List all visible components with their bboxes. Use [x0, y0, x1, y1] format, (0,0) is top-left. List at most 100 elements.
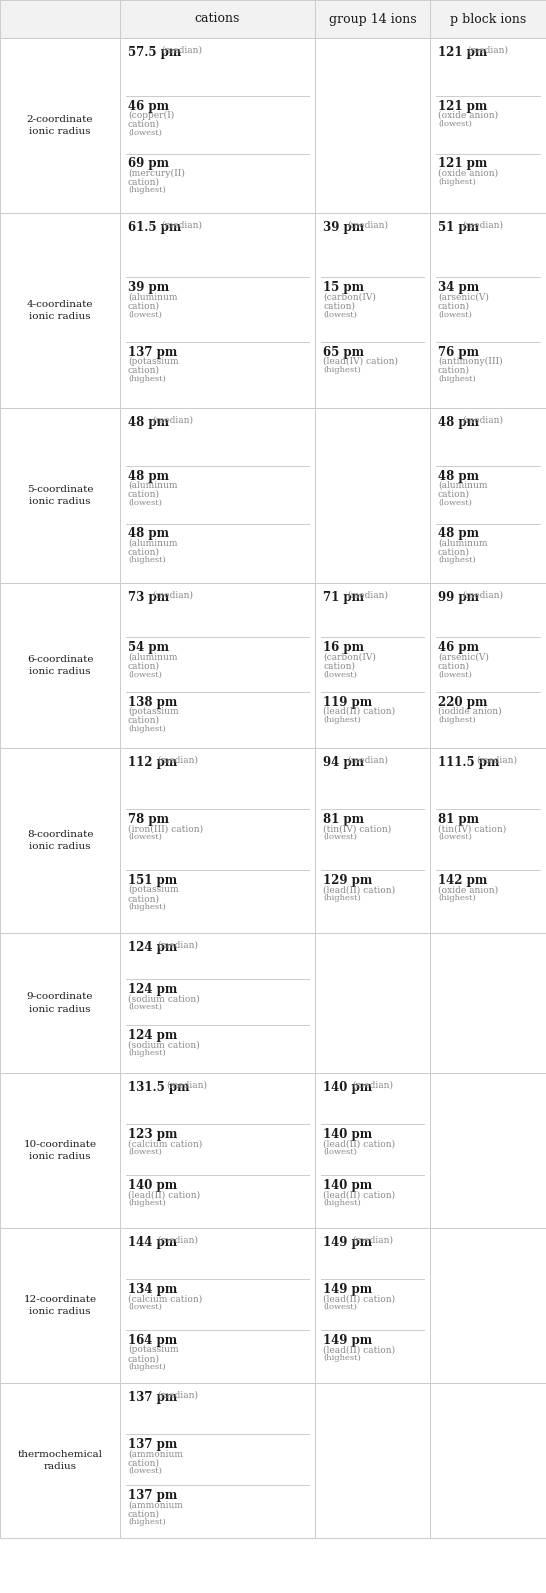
Text: (median): (median)	[462, 416, 503, 425]
Text: (calcium cation): (calcium cation)	[128, 1294, 202, 1303]
Text: 149 pm: 149 pm	[323, 1236, 372, 1249]
Bar	[120, 583, 315, 749]
Bar	[120, 408, 315, 583]
Text: cation): cation)	[128, 366, 160, 374]
Text: 137 pm: 137 pm	[128, 1489, 177, 1502]
Text: 8-coordinate
ionic radius: 8-coordinate ionic radius	[27, 830, 93, 851]
Text: cation): cation)	[128, 301, 160, 311]
Text: (median): (median)	[352, 1236, 393, 1246]
Text: (lead(II) cation): (lead(II) cation)	[323, 1294, 395, 1303]
Text: (median): (median)	[157, 1391, 198, 1400]
Text: cation): cation)	[128, 489, 160, 499]
Bar	[0, 38, 120, 213]
Text: (median): (median)	[162, 221, 203, 229]
Text: (oxide anion): (oxide anion)	[438, 886, 498, 894]
Text: (copper(I): (copper(I)	[128, 112, 174, 119]
Text: (lowest): (lowest)	[128, 833, 162, 841]
Text: 10-coordinate
ionic radius: 10-coordinate ionic radius	[23, 1139, 97, 1161]
Text: (lowest): (lowest)	[323, 833, 357, 841]
Text: 123 pm: 123 pm	[128, 1128, 177, 1141]
Text: (arsenic(V): (arsenic(V)	[438, 293, 489, 301]
Text: 137 pm: 137 pm	[128, 1391, 177, 1403]
Text: (lowest): (lowest)	[128, 1303, 162, 1311]
Text: 121 pm: 121 pm	[438, 100, 487, 113]
Bar	[120, 933, 315, 1074]
Text: 149 pm: 149 pm	[323, 1335, 372, 1348]
Text: 69 pm: 69 pm	[128, 158, 169, 170]
Text: (lead(II) cation): (lead(II) cation)	[128, 1190, 200, 1200]
Bar	[430, 1228, 546, 1383]
Text: 220 pm: 220 pm	[438, 696, 488, 709]
Text: (highest): (highest)	[128, 556, 166, 564]
Text: 78 pm: 78 pm	[128, 812, 169, 827]
Text: (median): (median)	[157, 941, 198, 949]
Text: (highest): (highest)	[128, 903, 166, 911]
Text: 48 pm: 48 pm	[128, 470, 169, 483]
Text: cation): cation)	[128, 1458, 160, 1467]
Text: (lead(II) cation): (lead(II) cation)	[323, 1346, 395, 1354]
Bar	[120, 0, 315, 38]
Text: (highest): (highest)	[128, 725, 166, 733]
Text: (lowest): (lowest)	[128, 671, 162, 679]
Text: 94 pm: 94 pm	[323, 757, 364, 769]
Text: (iron(III) cation): (iron(III) cation)	[128, 824, 203, 833]
Text: cation): cation)	[438, 489, 470, 499]
Bar	[315, 1383, 430, 1537]
Bar	[315, 749, 430, 933]
Text: cation): cation)	[128, 119, 160, 129]
Text: (lowest): (lowest)	[438, 119, 472, 127]
Bar	[120, 1074, 315, 1228]
Text: (lowest): (lowest)	[128, 1467, 162, 1475]
Text: (aluminum: (aluminum	[128, 653, 177, 661]
Text: (potassium: (potassium	[128, 357, 179, 366]
Text: 48 pm: 48 pm	[438, 527, 479, 540]
Text: (ammonium: (ammonium	[128, 1450, 183, 1458]
Text: 16 pm: 16 pm	[323, 642, 364, 655]
Text: (lowest): (lowest)	[128, 311, 162, 319]
Text: (tin(IV) cation): (tin(IV) cation)	[438, 824, 506, 833]
Text: (median): (median)	[152, 591, 193, 601]
Bar	[430, 38, 546, 213]
Text: 134 pm: 134 pm	[128, 1282, 177, 1297]
Text: (median): (median)	[162, 46, 203, 56]
Text: 48 pm: 48 pm	[438, 416, 479, 429]
Text: cation): cation)	[128, 894, 160, 903]
Bar	[0, 933, 120, 1074]
Text: cation): cation)	[323, 661, 355, 671]
Text: 140 pm: 140 pm	[323, 1082, 372, 1094]
Bar	[430, 749, 546, 933]
Text: cation): cation)	[128, 177, 160, 186]
Text: 112 pm: 112 pm	[128, 757, 177, 769]
Text: (highest): (highest)	[128, 186, 166, 194]
Text: (lowest): (lowest)	[438, 833, 472, 841]
Text: 149 pm: 149 pm	[323, 1282, 372, 1297]
Text: (potassium: (potassium	[128, 707, 179, 715]
Text: 164 pm: 164 pm	[128, 1335, 177, 1348]
Text: 61.5 pm: 61.5 pm	[128, 221, 181, 234]
Text: 140 pm: 140 pm	[323, 1128, 372, 1141]
Bar	[315, 583, 430, 749]
Text: (highest): (highest)	[128, 1200, 166, 1207]
Text: 124 pm: 124 pm	[128, 941, 177, 954]
Text: (median): (median)	[467, 46, 508, 56]
Text: (highest): (highest)	[438, 374, 476, 382]
Bar	[430, 933, 546, 1074]
Text: 131.5 pm: 131.5 pm	[128, 1082, 189, 1094]
Text: (lowest): (lowest)	[323, 671, 357, 679]
Text: (lowest): (lowest)	[438, 311, 472, 319]
Text: (lead(II) cation): (lead(II) cation)	[323, 707, 395, 715]
Bar	[430, 583, 546, 749]
Bar	[315, 38, 430, 213]
Text: 144 pm: 144 pm	[128, 1236, 177, 1249]
Bar	[0, 1383, 120, 1537]
Text: 99 pm: 99 pm	[438, 591, 479, 604]
Text: 15 pm: 15 pm	[323, 282, 364, 295]
Text: 2-coordinate
ionic radius: 2-coordinate ionic radius	[27, 115, 93, 137]
Text: (sodium cation): (sodium cation)	[128, 994, 200, 1004]
Text: (median): (median)	[166, 1082, 207, 1090]
Bar	[430, 1383, 546, 1537]
Bar	[315, 408, 430, 583]
Text: (lowest): (lowest)	[128, 1149, 162, 1157]
Text: 151 pm: 151 pm	[128, 875, 177, 887]
Bar	[0, 408, 120, 583]
